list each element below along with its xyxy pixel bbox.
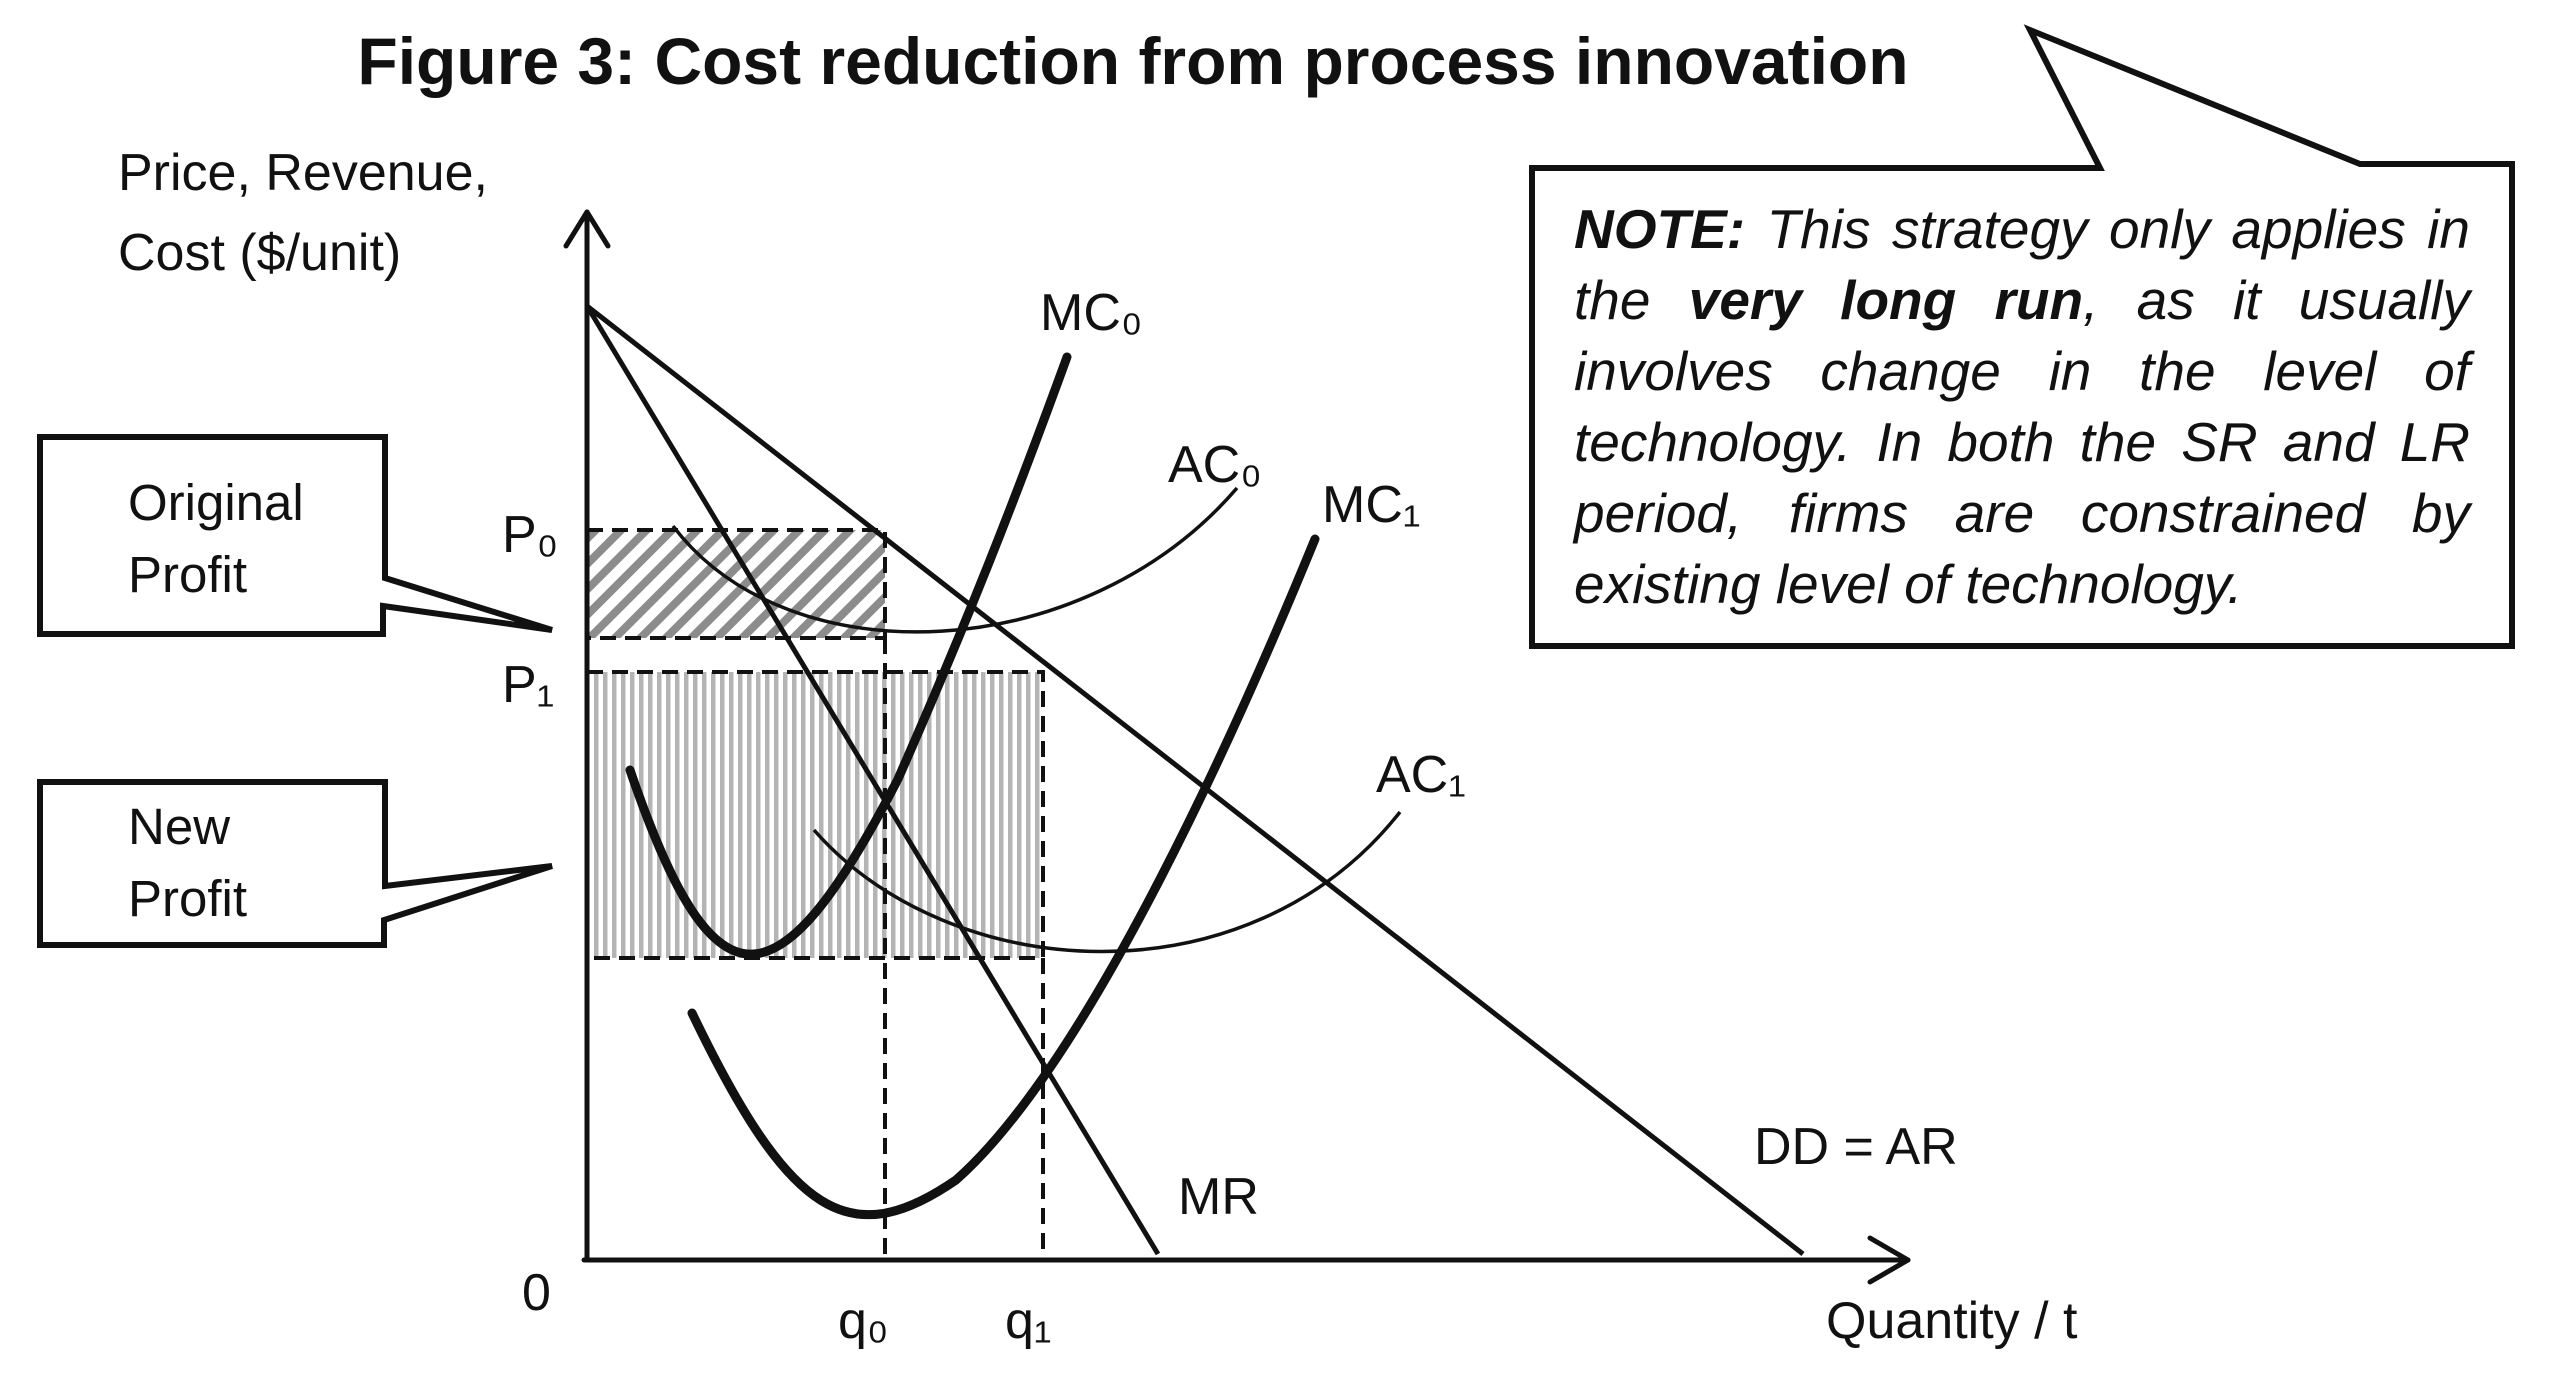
q1-label: q₁ [1005, 1292, 1051, 1350]
ac0-curve [671, 486, 1239, 634]
x-axis-label: Quantity / t [1826, 1292, 2078, 1350]
note-text-a: This strategy only applies in the [1574, 198, 2470, 331]
axes [563, 209, 1911, 1285]
original-profit-callout [37, 434, 553, 637]
mc0-curve [625, 352, 1072, 959]
note-text: NOTE: This strategy only applies in the … [1574, 194, 2470, 620]
figure-title: Figure 3: Cost reduction from process in… [357, 24, 1908, 98]
ac1-curve [812, 810, 1402, 954]
demand-curve [585, 304, 1805, 1256]
original-profit-callout-text: Original Profit [128, 467, 304, 611]
new-profit-line2: Profit [128, 870, 248, 927]
new-profit-callout-text: New Profit [128, 791, 247, 935]
original-profit-line2: Profit [128, 546, 248, 603]
p0-label: P₀ [502, 506, 558, 564]
mr-label: MR [1178, 1168, 1259, 1226]
note-text-b: , as it usually involves change in the l… [1574, 269, 2470, 615]
ac0-label: AC₀ [1168, 436, 1262, 494]
y-axis-label-line2: Cost ($/unit) [118, 224, 401, 282]
q0-label: q₀ [838, 1292, 889, 1350]
origin-label: 0 [522, 1264, 551, 1322]
mc1-label: MC₁ [1322, 476, 1420, 534]
original-profit-line1: Original [128, 474, 304, 531]
mr-curve [584, 304, 1161, 1256]
x-axis-arrow [1867, 1235, 1911, 1285]
dd-label: DD = AR [1754, 1118, 1958, 1176]
new-profit-line1: New [128, 798, 231, 855]
note-emphasis: very long run [1688, 269, 2084, 331]
note-lead: NOTE: [1574, 198, 1746, 260]
note-box: NOTE: This strategy only applies in the … [1532, 168, 2512, 646]
mc0-label: MC₀ [1040, 284, 1142, 342]
note-callout-box [1529, 24, 2515, 649]
mc1-curve [687, 534, 1320, 1220]
new-profit-callout [37, 779, 553, 948]
p1-label: P₁ [502, 656, 554, 714]
y-axis-label-line1: Price, Revenue, [118, 144, 488, 202]
y-axis-arrow [563, 209, 611, 249]
ac1-label: AC₁ [1376, 746, 1466, 804]
